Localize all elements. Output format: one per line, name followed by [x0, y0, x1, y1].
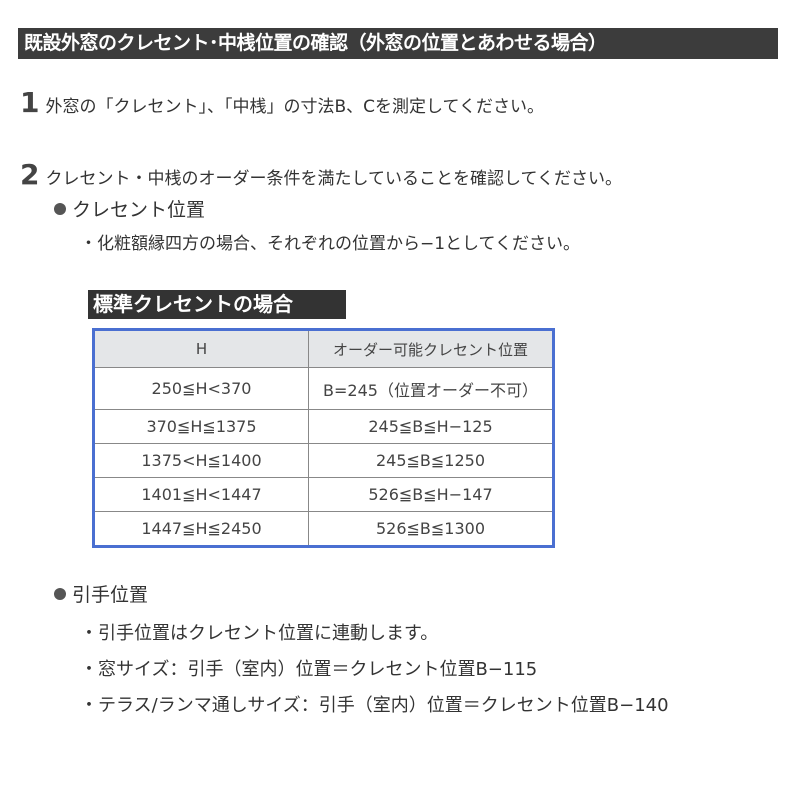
page-title: 既設外窓のクレセント･中桟位置の確認（外窓の位置とあわせる場合）: [18, 28, 778, 59]
bullet-icon: [54, 588, 66, 600]
crescent-heading-text: クレセント位置: [72, 199, 206, 221]
header-position: オーダー可能クレセント位置: [308, 331, 552, 369]
cell-h: 1401≦H<1447: [95, 477, 309, 513]
handle-item: ・窓サイズ：引手（室内）位置＝クレセント位置B−115: [80, 659, 538, 680]
table-label: 標準クレセントの場合: [88, 290, 346, 319]
bullet-icon: [54, 203, 66, 215]
table-row: 1375<H≦1400 245≦B≦1250: [95, 443, 552, 479]
table-row: 1447≦H≦2450 526≦B≦1300: [95, 511, 552, 545]
table-header-row: H オーダー可能クレセント位置: [95, 331, 552, 369]
step-number: 1: [20, 86, 40, 119]
crescent-table: H オーダー可能クレセント位置 250≦H<370 B=245（位置オーダー不可）…: [92, 328, 555, 548]
handle-item: ・引手位置はクレセント位置に連動します。: [80, 623, 439, 644]
handle-heading: 引手位置: [54, 580, 148, 607]
step-2: 2 クレセント・中桟のオーダー条件を満たしていることを確認してください。: [20, 158, 622, 191]
step-1: 1 外窓の「クレセント」、「中桟」の寸法B、Cを測定してください。: [20, 86, 544, 119]
cell-position: B=245（位置オーダー不可）: [308, 367, 552, 411]
crescent-heading: クレセント位置: [54, 195, 205, 222]
table-row: 250≦H<370 B=245（位置オーダー不可）: [95, 367, 552, 411]
table-row: 370≦H≦1375 245≦B≦H−125: [95, 409, 552, 445]
crescent-note: ・化粧額縁四方の場合、それぞれの位置から−1としてください。: [80, 234, 581, 254]
cell-position: 245≦B≦H−125: [308, 409, 552, 445]
header-h: H: [95, 331, 309, 369]
handle-item: ・テラス/ランマ通しサイズ：引手（室内）位置＝クレセント位置B−140: [80, 695, 669, 716]
cell-h: 1447≦H≦2450: [95, 511, 309, 545]
step-text: 外窓の「クレセント」、「中桟」の寸法B、Cを測定してください。: [45, 97, 544, 117]
cell-h: 250≦H<370: [95, 367, 309, 411]
table-row: 1401≦H<1447 526≦B≦H−147: [95, 477, 552, 513]
step-number: 2: [20, 158, 40, 191]
cell-h: 1375<H≦1400: [95, 443, 309, 479]
cell-position: 245≦B≦1250: [308, 443, 552, 479]
cell-h: 370≦H≦1375: [95, 409, 309, 445]
handle-heading-text: 引手位置: [72, 584, 149, 606]
cell-position: 526≦B≦1300: [308, 511, 552, 545]
step-text: クレセント・中桟のオーダー条件を満たしていることを確認してください。: [45, 169, 622, 189]
cell-position: 526≦B≦H−147: [308, 477, 552, 513]
